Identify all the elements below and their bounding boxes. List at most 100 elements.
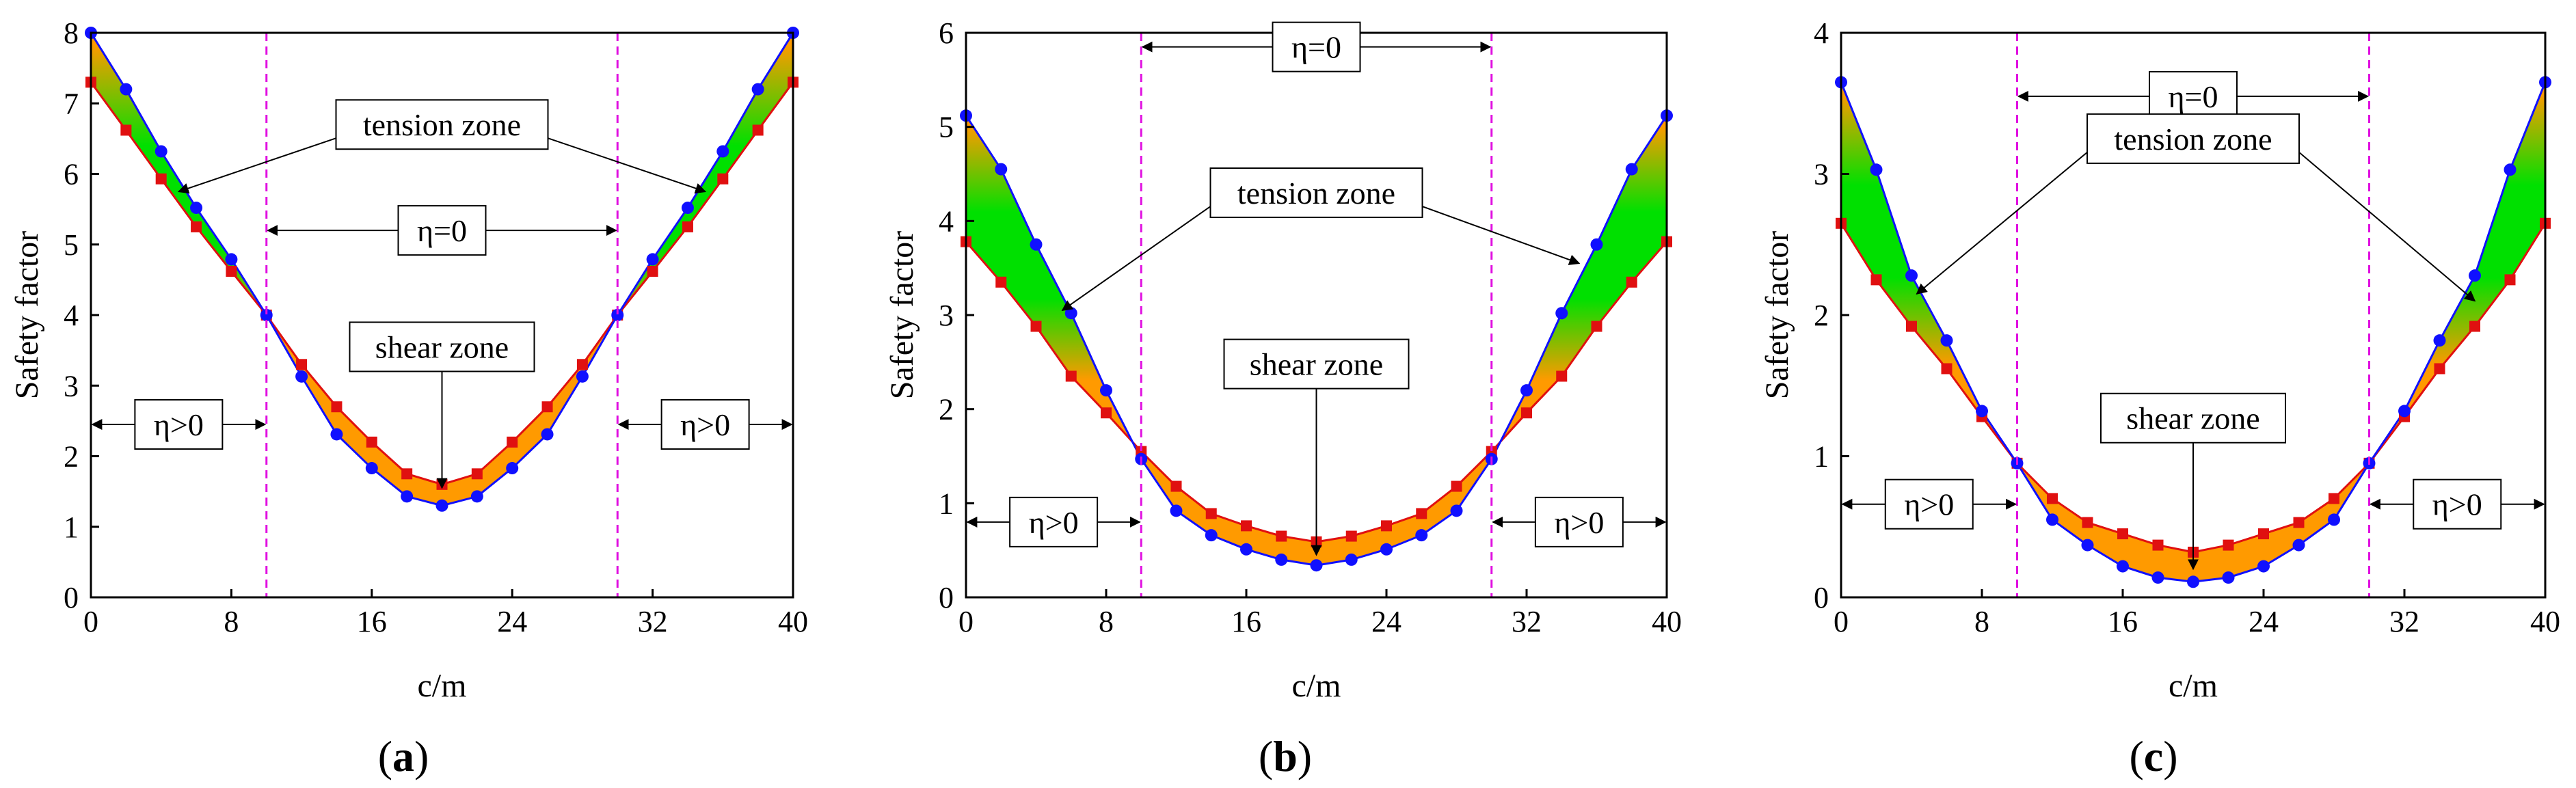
data-point-blue [1450, 504, 1463, 517]
data-point-red [647, 265, 658, 277]
data-point-blue [716, 145, 729, 158]
y-tick-label: 2 [939, 393, 954, 426]
data-point-red [2434, 363, 2445, 375]
shear-zone-box [2100, 392, 2286, 444]
caption-close-paren: ) [1298, 732, 1312, 780]
data-point-blue [2117, 560, 2129, 573]
data-point-red [1205, 508, 1217, 519]
data-point-blue [1520, 384, 1533, 397]
data-point-blue [330, 428, 343, 441]
tension-zone-arrow [1916, 152, 2088, 295]
y-tick-label: 2 [64, 440, 79, 474]
data-point-blue [576, 370, 589, 383]
data-point-blue [751, 83, 764, 96]
eta-positive-box [2413, 478, 2502, 530]
data-point-blue [1064, 307, 1077, 320]
data-point-blue [2046, 513, 2058, 526]
y-tick-label: 1 [64, 511, 79, 544]
x-tick-label: 8 [224, 605, 239, 638]
data-point-red [2329, 493, 2339, 504]
data-point-blue [1380, 543, 1393, 556]
x-axis-title: c/m [2169, 668, 2218, 704]
data-point-red [995, 276, 1007, 288]
shear-zone-label: shear zone [1250, 347, 1383, 382]
data-point-red [1030, 321, 1042, 332]
data-point-blue [995, 163, 1008, 176]
x-tick-label: 16 [2108, 605, 2138, 638]
data-point-blue [1905, 269, 1918, 282]
data-point-blue [1205, 529, 1218, 542]
data-point-blue [295, 370, 308, 383]
eta-positive-box [1534, 496, 1624, 547]
caption-letter: b [1273, 732, 1298, 780]
data-point-blue [470, 490, 483, 503]
eta-positive-box [660, 399, 750, 450]
data-point-blue [2187, 575, 2199, 588]
data-point-red [1521, 407, 1532, 419]
data-point-blue [1415, 529, 1428, 542]
data-point-red [2258, 528, 2269, 540]
y-tick-label: 4 [1814, 16, 1829, 50]
eta-zero-box [1272, 21, 1361, 72]
eta-positive-box [1884, 478, 1974, 530]
data-point-blue [2328, 513, 2340, 526]
data-point-red [1941, 363, 1953, 375]
tension-zone-arrow [1061, 206, 1211, 312]
data-point-blue [260, 309, 273, 321]
data-point-blue [1240, 543, 1252, 556]
data-point-blue [1625, 163, 1638, 176]
eta-positive-label: η>0 [154, 407, 204, 442]
eta-zero-label: η=0 [2169, 79, 2218, 114]
x-tick-label: 32 [638, 605, 668, 638]
data-point-red [471, 468, 483, 480]
data-point-blue [2469, 269, 2481, 282]
caption-open-paren: ( [1259, 732, 1273, 780]
tension-zone-label: tension zone [363, 107, 521, 142]
data-point-blue [120, 83, 133, 96]
data-point-red [2117, 528, 2128, 540]
data-point-red [2082, 517, 2093, 528]
eta-zero-label: η=0 [417, 213, 467, 248]
data-point-red [191, 221, 202, 232]
data-point-red [331, 401, 343, 413]
chart-panel-a: 0 8 16 24 32 40 0 1 2 3 4 5 6 7 8 c/m Safety factor η=0 η>… [9, 16, 808, 780]
panel-caption: (c) [2129, 732, 2177, 780]
x-tick-label: 8 [1099, 605, 1114, 638]
data-point-blue [2433, 334, 2446, 347]
data-point-blue [1345, 553, 1358, 566]
data-point-red [1065, 370, 1077, 382]
data-point-red [1101, 407, 1112, 419]
tension-zone-box [2087, 113, 2300, 164]
y-tick-label: 3 [64, 369, 79, 403]
shear-zone-label: shear zone [2126, 401, 2259, 436]
tension-zone-arrow [177, 137, 336, 194]
y-tick-label: 0 [939, 581, 954, 614]
data-point-blue [365, 462, 378, 475]
data-point-blue [681, 202, 694, 215]
data-point-blue [1555, 307, 1568, 320]
x-tick-label: 32 [2389, 605, 2419, 638]
data-point-red [1170, 480, 1182, 492]
x-tick-label: 0 [1834, 605, 1849, 638]
data-point-blue [2504, 163, 2517, 176]
data-point-red [2504, 274, 2516, 286]
data-point-blue [506, 462, 519, 475]
tension-zone-box [1209, 167, 1423, 219]
data-point-red [296, 359, 308, 370]
data-point-red [2293, 517, 2305, 528]
data-point-red [2469, 321, 2480, 332]
chart-panel-b: 0 8 16 24 32 40 0 1 2 3 4 5 6 c/m Safety factor η=0 η>0 η… [884, 16, 1682, 780]
y-tick-label: 7 [64, 87, 79, 120]
eta-positive-label: η>0 [2432, 487, 2482, 522]
data-point-blue [225, 253, 238, 266]
data-point-blue [435, 499, 448, 512]
data-point-blue [1870, 163, 1883, 176]
x-tick-label: 40 [778, 605, 808, 638]
x-tick-label: 0 [958, 605, 974, 638]
data-point-red [507, 436, 518, 448]
panel-caption: (b) [1259, 732, 1312, 780]
data-point-blue [1100, 384, 1112, 397]
data-point-red [752, 124, 764, 136]
y-tick-label: 1 [1814, 440, 1829, 474]
